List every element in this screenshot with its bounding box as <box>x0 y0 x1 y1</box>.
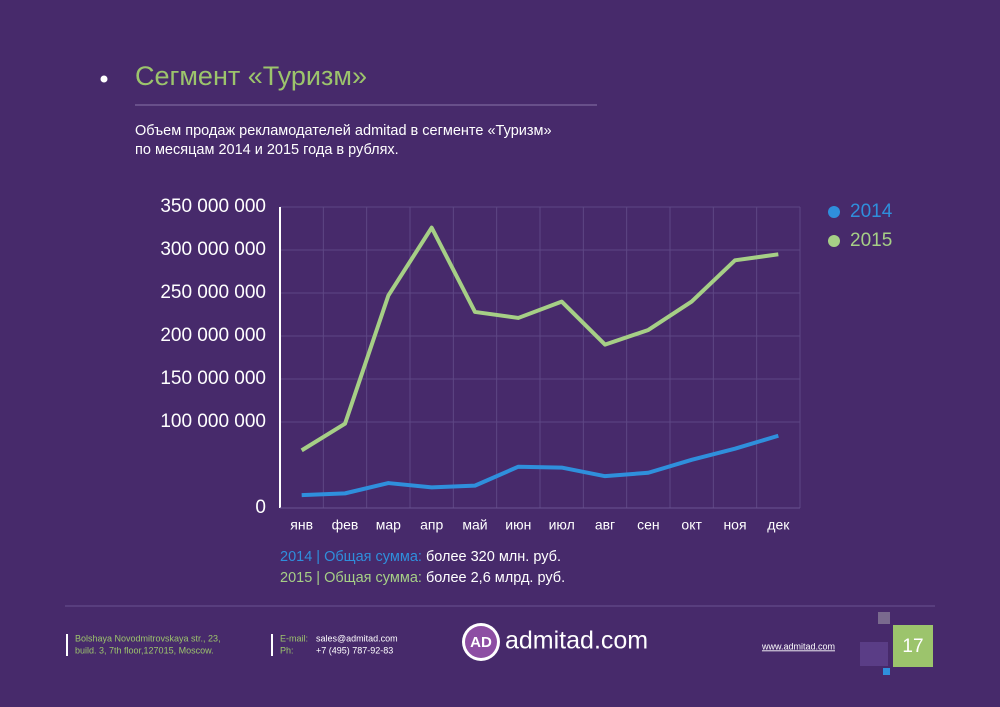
x-tick-label: ноя <box>723 517 746 533</box>
bullet <box>100 75 108 83</box>
site-link[interactable]: www.admitad.com <box>761 641 835 651</box>
legend-label: 2015 <box>850 230 892 251</box>
y-tick-label: 200 000 000 <box>160 325 266 346</box>
logo-inner <box>465 626 497 658</box>
deco-square <box>860 642 888 666</box>
phone: +7 (495) 787-92-83 <box>316 645 393 655</box>
summary-label: 2014 | Общая сумма: <box>280 549 422 565</box>
y-tick-label: 0 <box>255 497 266 518</box>
subtitle: по месяцам 2014 и 2015 года в рублях. <box>135 142 399 158</box>
email: sales@admitad.com <box>316 633 398 643</box>
summary-text: более 2,6 млрд. руб. <box>426 570 565 586</box>
summary-label: 2015 | Общая сумма: <box>280 570 422 586</box>
chart: 0 100 000 000 150 000 000 200 000 000 250 00… <box>160 196 892 533</box>
series-line <box>301 433 779 498</box>
subtitle: Объем продаж рекламодателей admitad в се… <box>135 123 552 139</box>
x-tick-label: июн <box>505 517 531 533</box>
email-label: E-mail: <box>280 633 308 643</box>
x-tick-label: дек <box>767 517 790 533</box>
summary: 2015 | Общая сумма: более 2,6 млрд. руб. <box>280 570 565 586</box>
legend-label: 2014 <box>850 201 893 222</box>
logo-mark: AD <box>470 634 492 651</box>
logo: admitad.com <box>505 627 648 655</box>
address: Bolshaya Novodmitrovskaya str., 23, <box>75 633 221 643</box>
x-tick-label: авг <box>595 517 615 533</box>
series-line <box>300 225 779 453</box>
footer-bar <box>271 634 273 656</box>
x-tick-label: фев <box>332 517 359 533</box>
summary-text: более 320 млн. руб. <box>426 549 561 565</box>
y-tick-label: 150 000 000 <box>160 368 266 389</box>
x-tick-label: май <box>462 517 487 533</box>
footer-bar <box>66 634 68 656</box>
title: Сегмент «Туризм» <box>135 61 367 91</box>
x-tick-label: мар <box>376 517 401 533</box>
legend-marker <box>828 235 840 247</box>
y-tick-label: 350 000 000 <box>160 196 266 217</box>
phone-label: Ph: <box>280 645 294 655</box>
x-tick-label: июл <box>549 517 575 533</box>
deco-square <box>883 668 890 675</box>
y-tick-label: 100 000 000 <box>160 411 266 432</box>
deco-square <box>878 612 890 624</box>
address: build. 3, 7th floor,127015, Moscow. <box>75 645 214 655</box>
summary: 2014 | Общая сумма: более 320 млн. руб. <box>280 549 561 565</box>
x-tick-label: апр <box>420 517 443 533</box>
page-number: 17 <box>902 636 923 657</box>
y-tick-label: 250 000 000 <box>160 282 266 303</box>
y-tick-label: 300 000 000 <box>160 239 266 260</box>
legend-marker <box>828 206 840 218</box>
page-box <box>893 625 933 667</box>
x-tick-label: янв <box>290 517 313 533</box>
x-tick-label: окт <box>681 517 702 533</box>
x-tick-label: сен <box>637 517 660 533</box>
